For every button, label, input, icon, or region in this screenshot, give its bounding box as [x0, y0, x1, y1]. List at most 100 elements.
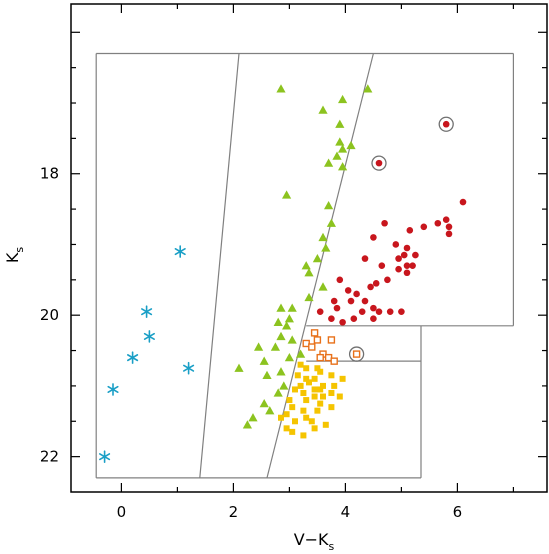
red-dot-point [370, 234, 377, 241]
triangle-point [318, 282, 328, 291]
triangle-point [324, 200, 334, 210]
x-axis-ticks: 0 2 4 6 [117, 4, 515, 521]
red-dot-point [403, 269, 411, 277]
red-dot-point [445, 230, 453, 238]
asterisk-stroke [99, 453, 111, 461]
red-dot-point [459, 198, 467, 206]
triangle-point [304, 292, 314, 302]
filled-square-point [311, 393, 318, 400]
x-tick-label: 6 [453, 503, 463, 521]
red-dot-point [442, 120, 450, 128]
triangle-point [282, 190, 292, 199]
red-dot-point [395, 265, 402, 273]
triangle-point [276, 331, 286, 341]
asterisk-point [107, 383, 119, 396]
triangle-point [318, 105, 328, 114]
region-line [266, 53, 374, 479]
red-dot-point [445, 223, 453, 231]
triangle-point [338, 94, 348, 104]
open-square-point [308, 343, 316, 351]
x-tick-label: 0 [117, 503, 127, 521]
open-square-point [313, 336, 322, 344]
triangle-point [284, 314, 294, 323]
asterisk-point [141, 305, 153, 318]
triangle-point [312, 254, 322, 263]
filled-square-point [289, 428, 296, 435]
highlight-ring [371, 155, 387, 171]
triangle-point [318, 232, 328, 242]
filled-square-point [336, 393, 343, 400]
triangle-point [296, 349, 306, 358]
triangle-point [363, 84, 373, 93]
red-dot-point [344, 287, 352, 294]
triangle-point [242, 420, 252, 429]
data-points [99, 84, 467, 463]
filled-square-point [278, 414, 284, 421]
triangle-point [287, 303, 297, 312]
y-axis-title-sub: s [13, 247, 26, 253]
triangle-point [234, 363, 244, 372]
triangle-point [338, 162, 348, 171]
x-axis-title-main: V−K [294, 530, 329, 549]
triangle-point [282, 321, 292, 330]
triangle-point [284, 353, 294, 362]
red-dot-point [333, 304, 341, 312]
red-dot-point [370, 304, 377, 312]
red-dot-point [434, 219, 442, 227]
filled-square-point [317, 400, 324, 407]
filled-square-point [308, 418, 315, 425]
red-dot-point [361, 255, 369, 262]
red-dot-point [392, 241, 400, 248]
filled-square-point [328, 389, 335, 396]
filled-square-point [311, 425, 318, 432]
y-tick-label: 20 [40, 306, 59, 324]
triangle-point [259, 398, 269, 408]
filled-square-point [300, 407, 307, 414]
red-dot-point [328, 315, 335, 323]
y-tick-label: 18 [40, 165, 59, 183]
plot-frame [70, 3, 548, 493]
filled-square-point [283, 411, 290, 418]
red-dot-point [420, 223, 428, 231]
red-dot-point [386, 308, 394, 315]
filled-square-point [320, 382, 326, 389]
triangle-point [259, 356, 269, 365]
asterisk-point [183, 361, 195, 375]
triangle-point [287, 335, 297, 344]
triangle-point [276, 303, 286, 312]
red-dot-point [384, 276, 391, 284]
filled-square-point [314, 407, 321, 414]
asterisk-stroke [107, 385, 119, 393]
open-square-point [327, 336, 336, 344]
triangle-point [265, 406, 275, 415]
triangle-point [273, 317, 283, 326]
red-dot-point [339, 318, 346, 326]
open-square-point [330, 357, 338, 365]
red-dot-point [316, 308, 324, 315]
asterisk-point [127, 351, 139, 364]
x-tick-label: 4 [341, 503, 351, 521]
filled-square-point [306, 379, 312, 386]
red-dot-point [403, 262, 411, 269]
red-dot-point [400, 251, 408, 259]
filled-square-point [311, 375, 318, 382]
red-dot-point [403, 244, 411, 252]
filled-square-point [303, 397, 310, 404]
filled-square-point [314, 365, 321, 372]
red-dot-point [442, 216, 450, 224]
red-dot-point [367, 283, 374, 291]
open-square-point [310, 329, 319, 337]
asterisk-point [99, 450, 111, 463]
red-dot-point [350, 315, 358, 323]
y-axis-ticks: 18 20 22 [40, 31, 547, 466]
asterisk-point [143, 330, 155, 343]
highlight-ring [348, 346, 365, 362]
red-dot-point [412, 251, 419, 259]
asterisk-stroke [183, 364, 195, 372]
asterisk-stroke [127, 354, 139, 362]
triangle-point [335, 119, 345, 128]
filled-square-point [300, 389, 307, 396]
open-square-point [316, 353, 324, 362]
triangle-point [248, 413, 258, 422]
filled-square-point [289, 404, 296, 411]
